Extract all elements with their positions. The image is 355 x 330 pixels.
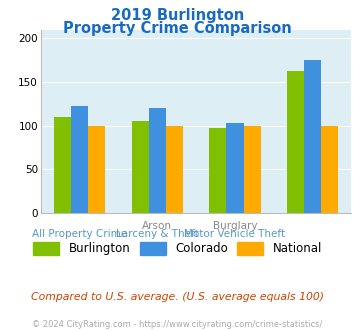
Bar [244, 126, 261, 213]
Bar [54, 117, 71, 213]
Bar [166, 126, 183, 213]
Text: Arson: Arson [142, 221, 172, 231]
Text: Compared to U.S. average. (U.S. average equals 100): Compared to U.S. average. (U.S. average … [31, 292, 324, 302]
Text: © 2024 CityRating.com - https://www.cityrating.com/crime-statistics/: © 2024 CityRating.com - https://www.city… [32, 320, 323, 329]
Bar [209, 128, 226, 213]
Bar [304, 60, 321, 213]
Bar [132, 121, 149, 213]
Bar [71, 106, 88, 213]
Legend: Burlington, Colorado, National: Burlington, Colorado, National [28, 237, 327, 260]
Bar [321, 126, 338, 213]
Text: Burglary: Burglary [213, 221, 257, 231]
Text: Property Crime Comparison: Property Crime Comparison [63, 21, 292, 36]
Text: Larceny & Theft: Larceny & Theft [116, 229, 199, 239]
Bar [287, 71, 304, 213]
Text: All Property Crime: All Property Crime [32, 229, 127, 239]
Bar [149, 108, 166, 213]
Bar [226, 123, 244, 213]
Bar [88, 126, 105, 213]
Text: Motor Vehicle Theft: Motor Vehicle Theft [184, 229, 285, 239]
Text: 2019 Burlington: 2019 Burlington [111, 8, 244, 23]
